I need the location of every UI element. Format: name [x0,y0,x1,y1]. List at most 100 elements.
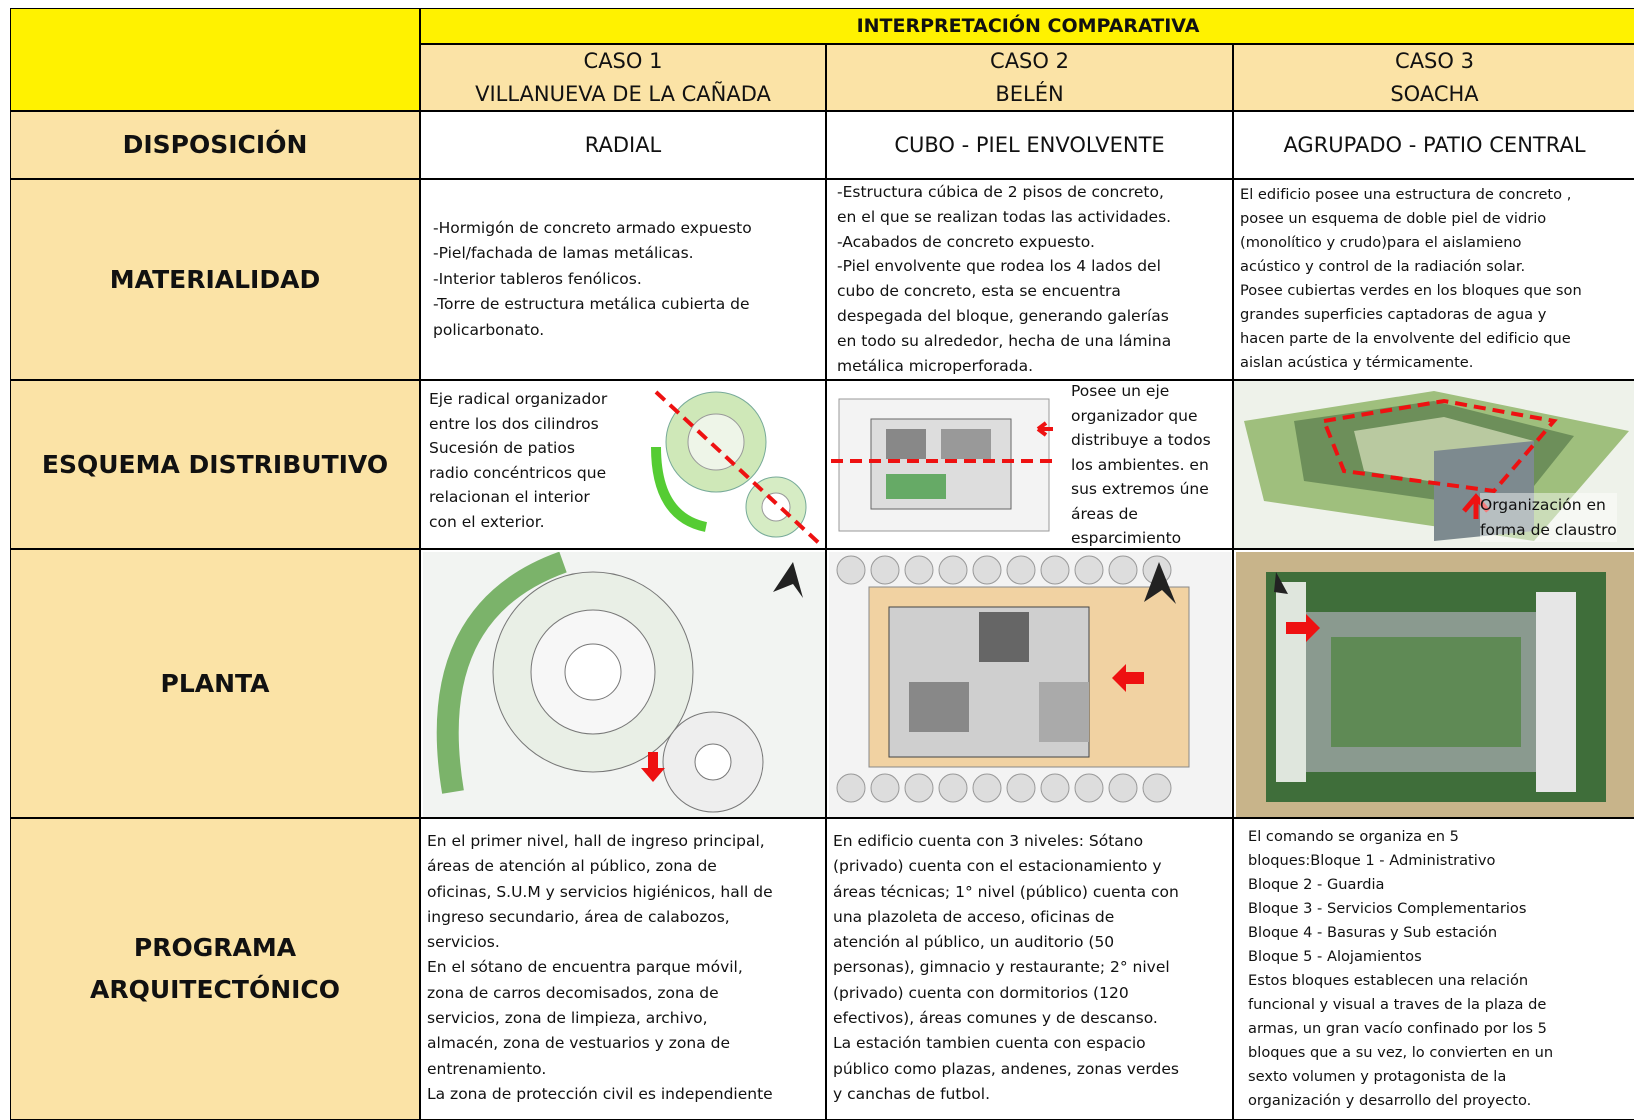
text-line: distribuye a todos [1071,431,1211,449]
text-line: policarbonato. [433,320,545,339]
table-cell: Organización en forma de claustro [1233,380,1634,549]
text-line: Eje radical organizador [429,390,608,408]
text-line: Bloque 4 - Basuras y Sub estación [1248,924,1498,941]
image-shape [829,552,1231,817]
text-line: despegada del bloque, generando galerías [837,306,1169,325]
case-number: CASO 1 [583,48,663,73]
text-line: CUBO - PIEL ENVOLVENTE [894,132,1165,157]
row-label-text: ARQUITECTÓNICO [89,975,341,1004]
table-cell: El edificio posee una estructura de conc… [1233,179,1634,380]
plan-image [423,552,825,817]
text-line: -Piel/fachada de lamas metálicas. [433,244,694,263]
case-name: BELÉN [995,81,1064,106]
text-line: una plazoleta de acceso, oficinas de [833,907,1115,926]
case-name: SOACHA [1390,81,1479,106]
image-shape [423,552,825,817]
text-line: La estación tambien cuenta con espacio [833,1034,1146,1053]
text-line: armas, un gran vacío confinado por los 5 [1248,1020,1547,1037]
text-line: RADIAL [584,132,662,157]
text-line: áreas de [1071,504,1138,523]
case-header: CASO 2 BELÉN [826,44,1233,111]
table-cell: Posee un eje organizador que distribuye a … [826,380,1233,549]
text-line: -Piel envolvente que rodea los 4 lados d… [837,257,1161,276]
text-line: entrenamiento. [427,1059,547,1078]
table-cell [1233,549,1634,818]
text-line: hacen parte de la envolvente del edifici… [1240,330,1571,347]
text-line: En edificio cuenta con 3 niveles: Sótano [833,832,1144,850]
text-line: ingreso secundario, área de calabozos, [427,907,730,926]
text-line: La zona de protección civil es independi… [427,1084,773,1103]
text-line: -Hormigón de concreto armado expuesto [433,218,752,237]
text-line: AGRUPADO - PATIO CENTRAL [1283,132,1586,157]
image-shape [1234,381,1634,548]
text-line: posee un esquema de doble piel de vidrio [1240,210,1547,227]
text-line: Sucesión de patios [429,439,575,457]
table-cell: RADIAL [420,111,826,179]
text-line: servicios, zona de limpieza, archivo, [427,1009,708,1028]
row-label: PLANTA [10,549,420,818]
scheme-text: Eje radical organizador entre los dos cil… [429,387,607,534]
text-line: zona de carros decomisados, zona de [427,983,719,1002]
text-line: con el exterior. [429,512,545,531]
table-cell: En el primer nivel, hall de ingreso prin… [420,818,826,1120]
text-line: forma de claustro [1480,520,1617,539]
row-label-text: ESQUEMA DISTRIBUTIVO [41,449,389,479]
table-cell: En edificio cuenta con 3 niveles: Sótano… [826,818,1233,1120]
image-shape [651,390,823,547]
text-line: Posee un eje [1071,382,1170,400]
text-line: -Torre de estructura metálica cubierta d… [433,295,750,314]
text-line: organizador que [1071,406,1198,425]
text-line: Organización en [1480,496,1606,514]
case-number: CASO 2 [990,48,1069,73]
case-name: VILLANUEVA DE LA CAÑADA [475,81,771,106]
scheme-text: Organización en forma de claustro [1480,493,1617,542]
text-line: (privado) cuenta con el estacionamiento … [833,857,1162,876]
table-cell: El comando se organiza en 5 bloques:Bloqu… [1233,818,1634,1120]
text-line: relacionan el interior [429,488,590,506]
table-cell [826,549,1233,818]
text-line: acústico y control de la radiación solar… [1240,258,1526,275]
text-line: esparcimiento [1071,529,1182,547]
table-cell: -Hormigón de concreto armado expuesto -Pi… [420,179,826,380]
text-line: metálica microperforada. [837,356,1034,375]
plan-image [829,552,1231,817]
table-cell: AGRUPADO - PATIO CENTRAL [1233,111,1634,179]
row-label: ESQUEMA DISTRIBUTIVO [10,380,420,549]
text-line: oficinas, S.U.M y servicios higiénicos, … [427,882,773,901]
row-label: DISPOSICIÓN [10,111,420,179]
text-line: áreas de atención al público, zona de [427,857,717,876]
row-label: MATERIALIDAD [10,179,420,380]
text-line: En el primer nivel, hall de ingreso prin… [427,832,765,850]
text-line: aislan acústica y térmicamente. [1240,354,1474,371]
scheme-image [831,398,1057,532]
text-line: -Estructura cúbica de 2 pisos de concret… [837,183,1164,201]
text-line: personas), gimnacio y restaurante; 2° ni… [833,958,1170,977]
text-line: efectivos), áreas comunes y de descanso. [833,1009,1158,1028]
text-line: radio concéntricos que [429,463,607,482]
text-line: (privado) cuenta con dormitorios (120 [833,983,1129,1002]
text-line: en todo su alrededor, hecha de una lámin… [837,331,1172,350]
text-line: grandes superficies captadoras de agua y [1240,306,1547,323]
text-line: Estos bloques establecen una relación [1248,972,1529,989]
corner-cell [10,8,420,111]
text-line: organización y desarrollo del proyecto. [1248,1092,1532,1109]
table-cell [420,549,826,818]
row-label: PROGRAMA ARQUITECTÓNICO [10,818,420,1120]
table-cell: Eje radical organizador entre los dos cil… [420,380,826,549]
case-header: CASO 1 VILLANUEVA DE LA CAÑADA [420,44,826,111]
title-text: INTERPRETACIÓN COMPARATIVA [856,15,1200,37]
text-line: funcional y visual a traves de la plaza … [1248,996,1547,1013]
text-line: áreas técnicas; 1° nivel (público) cuent… [833,882,1179,901]
text-line: El edificio posee una estructura de conc… [1240,186,1572,203]
text-line: en el que se realizan todas las activida… [837,207,1172,226]
text-line: sus extremos úne [1071,480,1209,498]
table-cell: CUBO - PIEL ENVOLVENTE [826,111,1233,179]
text-line: Posee cubiertas verdes en los bloques qu… [1240,282,1582,299]
text-line: Bloque 2 - Guardia [1248,876,1385,893]
text-line: bloques que a su vez, lo convierten en u… [1248,1044,1554,1061]
row-label-text: PROGRAMA [133,933,297,962]
text-line: y canchas de futbol. [833,1084,991,1103]
text-line: -Interior tableros fenólicos. [433,269,642,288]
text-line: bloques:Bloque 1 - Administrativo [1248,852,1496,869]
